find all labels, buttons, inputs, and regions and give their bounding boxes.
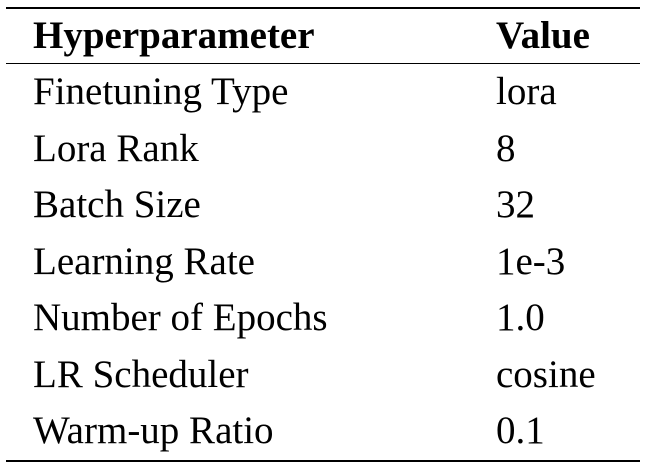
table-row: LR Scheduler cosine xyxy=(6,347,640,404)
table-header-row: Hyperparameter Value xyxy=(6,9,640,63)
row-value: 1e-3 xyxy=(496,239,566,283)
table-bottom-rule xyxy=(6,459,640,462)
table-row: Lora Rank 8 xyxy=(6,121,640,178)
table-header-rule xyxy=(6,63,640,64)
table-row: Learning Rate 1e-3 xyxy=(6,234,640,291)
table-top-rule xyxy=(6,7,640,9)
row-value: 0.1 xyxy=(496,409,545,453)
hyperparameter-table-body: Finetuning Type lora Lora Rank 8 Batch S… xyxy=(6,64,640,460)
header-value: Value xyxy=(496,14,590,57)
row-value: lora xyxy=(496,70,557,114)
row-label: LR Scheduler xyxy=(33,352,249,396)
row-label: Finetuning Type xyxy=(33,70,289,114)
row-value: cosine xyxy=(496,352,596,396)
table-row: Finetuning Type lora xyxy=(6,64,640,121)
header-hyperparameter: Hyperparameter xyxy=(33,14,315,57)
row-label: Warm-up Ratio xyxy=(33,409,274,453)
row-label: Learning Rate xyxy=(33,239,255,283)
hyperparameter-table-container: Hyperparameter Value Finetuning Type lor… xyxy=(6,7,640,462)
row-value: 8 xyxy=(496,126,516,170)
table-row: Number of Epochs 1.0 xyxy=(6,290,640,347)
row-value: 1.0 xyxy=(496,296,545,340)
row-value: 32 xyxy=(496,183,535,227)
table-row: Warm-up Ratio 0.1 xyxy=(6,403,640,460)
row-label: Batch Size xyxy=(33,183,201,227)
row-label: Number of Epochs xyxy=(33,296,328,340)
hyperparameter-table: Hyperparameter Value xyxy=(6,9,640,63)
row-label: Lora Rank xyxy=(33,126,199,170)
table-row: Batch Size 32 xyxy=(6,177,640,234)
